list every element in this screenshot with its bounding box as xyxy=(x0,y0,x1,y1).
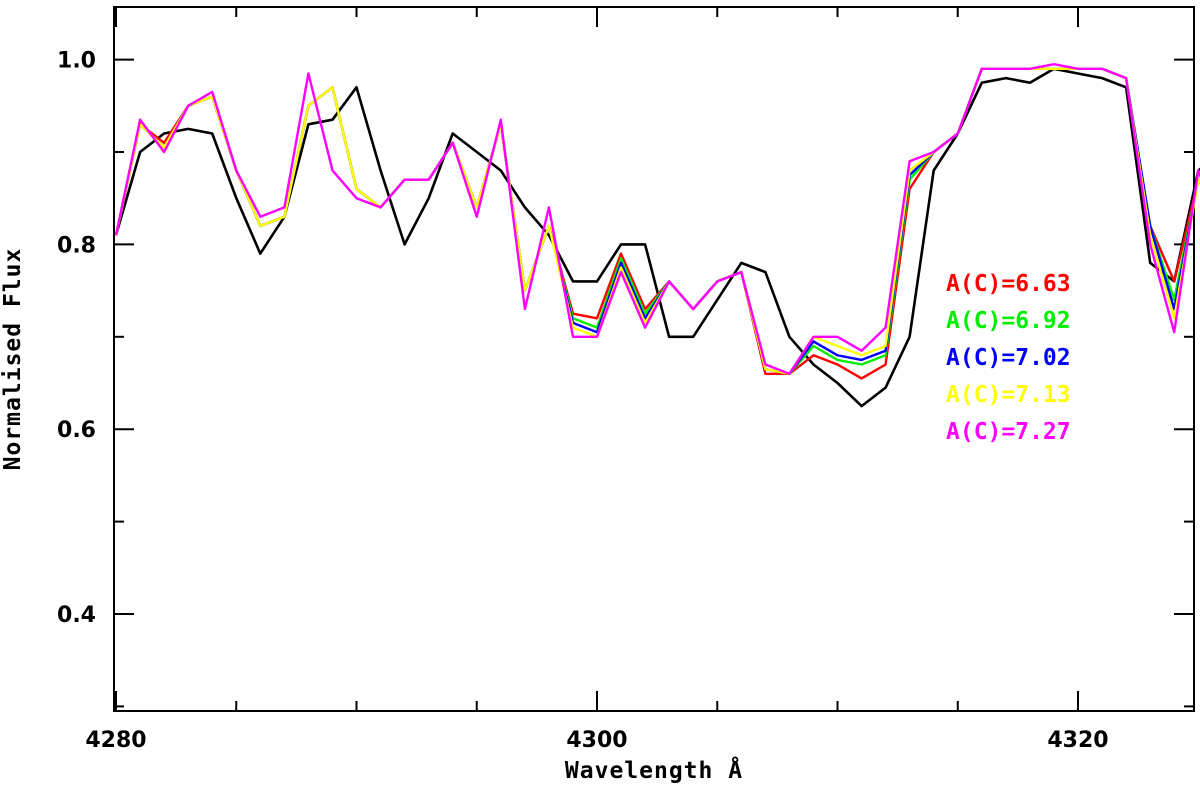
legend-entry-4: A(C)=7.13 xyxy=(946,382,1071,408)
axis-ticks xyxy=(114,7,1194,711)
observed-spectrum-line xyxy=(114,67,1200,408)
x-tick-label: 4320 xyxy=(1047,728,1108,753)
spectrum-lines xyxy=(114,63,1200,408)
legend-entry-3: A(C)=7.02 xyxy=(946,345,1071,371)
legend: A(C)=6.63 A(C)=6.92 A(C)=7.02 A(C)=7.13 A(C)… xyxy=(946,271,1071,445)
legend-entry-2: A(C)=6.92 xyxy=(946,308,1071,334)
y-axis-title: Normalised Flux xyxy=(0,248,26,471)
axis-tick-labels: 428043004320434043600.40.60.81.0 xyxy=(57,49,1109,753)
x-tick-label: 4300 xyxy=(566,728,627,753)
model-line-5 xyxy=(114,63,1200,375)
legend-entry-5: A(C)=7.27 xyxy=(946,419,1071,445)
y-tick-label: 1.0 xyxy=(57,49,96,74)
plot-frame xyxy=(113,6,1195,712)
x-axis-title: Wavelength Å xyxy=(565,756,743,784)
y-tick-label: 0.4 xyxy=(57,603,96,628)
legend-entry-1: A(C)=6.63 xyxy=(946,271,1071,297)
y-tick-label: 0.8 xyxy=(57,233,96,258)
y-tick-label: 0.6 xyxy=(57,418,96,443)
x-tick-label: 4280 xyxy=(85,728,146,753)
